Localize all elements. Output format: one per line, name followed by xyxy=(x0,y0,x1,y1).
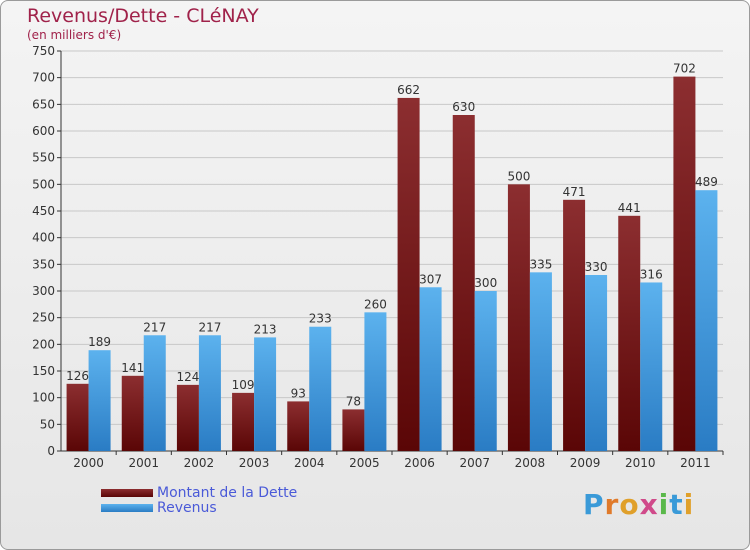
y-tick-label: 550 xyxy=(32,151,55,165)
y-tick-label: 0 xyxy=(47,444,55,458)
x-tick-label: 2001 xyxy=(128,456,159,470)
value-label-dette: 109 xyxy=(232,378,255,392)
logo-letter: i xyxy=(683,488,695,521)
x-tick-label: 2008 xyxy=(515,456,546,470)
value-label-revenus: 189 xyxy=(88,335,111,349)
legend-label-dette: Montant de la Dette xyxy=(157,485,298,501)
bar-revenus xyxy=(198,335,221,451)
grid-lines xyxy=(61,50,723,452)
bar-dette xyxy=(507,184,530,452)
y-tick-label: 300 xyxy=(32,284,55,298)
logo-letter: r xyxy=(604,488,620,521)
value-label-revenus: 217 xyxy=(198,320,221,334)
y-tick-label: 450 xyxy=(32,204,55,218)
x-tick-label: 2006 xyxy=(404,456,435,470)
y-tick-label: 150 xyxy=(32,364,55,378)
bar-revenus xyxy=(419,287,442,451)
chart-subtitle: (en milliers d'€) xyxy=(27,28,122,42)
y-tick-label: 600 xyxy=(32,124,55,138)
bar-revenus xyxy=(364,312,387,451)
value-label-dette: 124 xyxy=(176,370,199,384)
value-label-revenus: 300 xyxy=(474,276,497,290)
bar-revenus xyxy=(640,282,663,451)
legend-swatch-revenus xyxy=(101,504,153,512)
value-label-dette: 441 xyxy=(618,201,641,215)
logo-letter: P xyxy=(583,488,605,521)
value-label-dette: 702 xyxy=(673,62,696,76)
logo-letter: i xyxy=(658,488,670,521)
value-label-dette: 500 xyxy=(507,169,530,183)
y-tick-label: 500 xyxy=(32,177,55,191)
x-tick-label: 2002 xyxy=(184,456,215,470)
value-label-dette: 630 xyxy=(452,100,475,114)
labels: 0 50 100 150 200 250 300 350 400 450 500 550 600 650 7… xyxy=(32,44,718,470)
x-tick-label: 2000 xyxy=(73,456,104,470)
value-label-revenus: 260 xyxy=(364,297,387,311)
y-tick-label: 250 xyxy=(32,311,55,325)
bar-revenus xyxy=(309,326,332,451)
value-label-dette: 141 xyxy=(121,361,144,375)
bar-dette xyxy=(563,199,586,451)
value-label-dette: 662 xyxy=(397,83,420,97)
y-tick-label: 650 xyxy=(32,97,55,111)
chart-title: Revenus/Dette - CLéNAY xyxy=(27,5,259,27)
y-tick-label: 750 xyxy=(32,44,55,58)
bar-dette xyxy=(176,384,199,451)
x-tick-label: 2003 xyxy=(239,456,270,470)
value-label-revenus: 307 xyxy=(419,272,442,286)
bar-revenus xyxy=(143,335,166,451)
bar-dette xyxy=(397,97,420,451)
x-tick-label: 2011 xyxy=(680,456,711,470)
bar-revenus xyxy=(254,337,277,451)
value-label-revenus: 213 xyxy=(254,322,277,336)
value-label-dette: 93 xyxy=(291,386,306,400)
axes xyxy=(57,50,724,455)
bar-dette xyxy=(232,392,255,451)
bar-dette xyxy=(452,115,475,451)
y-tick-label: 50 xyxy=(40,417,55,431)
value-label-revenus: 233 xyxy=(309,312,332,326)
value-label-dette: 126 xyxy=(66,369,89,383)
value-label-revenus: 330 xyxy=(585,260,608,274)
value-label-revenus: 316 xyxy=(640,267,663,281)
value-label-dette: 78 xyxy=(346,394,361,408)
y-tick-label: 100 xyxy=(32,391,55,405)
proxiti-logo: Proxiti xyxy=(583,488,694,521)
bar-revenus xyxy=(585,275,608,451)
y-tick-label: 350 xyxy=(32,257,55,271)
y-tick-label: 200 xyxy=(32,337,55,351)
x-tick-label: 2005 xyxy=(349,456,380,470)
bar-dette xyxy=(287,401,310,451)
x-tick-label: 2004 xyxy=(294,456,325,470)
x-tick-label: 2007 xyxy=(459,456,490,470)
value-label-revenus: 217 xyxy=(143,320,166,334)
y-tick-label: 700 xyxy=(32,71,55,85)
bar-dette xyxy=(342,409,365,451)
value-label-revenus: 335 xyxy=(529,257,552,271)
logo-letter: t xyxy=(669,488,684,521)
bar-dette xyxy=(121,375,144,451)
y-tick-label: 400 xyxy=(32,231,55,245)
bar-dette xyxy=(66,383,89,451)
bar-dette xyxy=(618,215,641,451)
x-tick-label: 2009 xyxy=(570,456,601,470)
legend-swatch-dette xyxy=(101,489,153,497)
legend-label-revenus: Revenus xyxy=(157,500,217,516)
bar-revenus xyxy=(474,291,497,451)
bar-revenus xyxy=(529,272,552,451)
value-label-dette: 471 xyxy=(563,185,586,199)
logo-letter: o xyxy=(619,488,640,521)
bar-revenus xyxy=(695,190,718,451)
value-label-revenus: 489 xyxy=(695,175,718,189)
bar-dette xyxy=(673,76,696,451)
logo-letter: x xyxy=(639,488,659,521)
bar-revenus xyxy=(88,350,111,451)
x-tick-label: 2010 xyxy=(625,456,656,470)
bars xyxy=(66,76,718,452)
